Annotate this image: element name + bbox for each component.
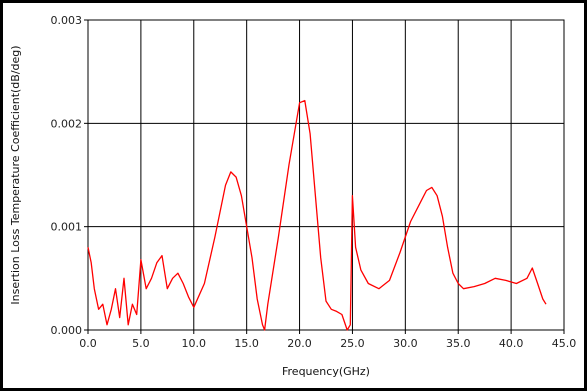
y-tick-label: 0.003 bbox=[51, 14, 83, 27]
x-tick-label: 25.0 bbox=[340, 337, 365, 350]
grid-lines bbox=[88, 20, 564, 330]
y-tick-label: 0.001 bbox=[51, 221, 83, 234]
series-group bbox=[87, 99, 547, 331]
x-axis-ticks: 0.0 5.0 10.0 15.0 20.0 25.0 30.0 35.0 40.0 45.0 bbox=[79, 330, 576, 350]
x-axis-label: Frequency(GHz) bbox=[282, 365, 370, 378]
x-tick-label: 20.0 bbox=[287, 337, 312, 350]
x-tick-label: 35.0 bbox=[446, 337, 471, 350]
x-tick-label: 10.0 bbox=[182, 337, 207, 350]
x-tick-label: 40.0 bbox=[499, 337, 524, 350]
x-tick-label: 5.0 bbox=[132, 337, 150, 350]
series-line-0 bbox=[87, 99, 547, 331]
y-axis-label: Insertion Loss Temperature Coefficient(d… bbox=[9, 45, 22, 304]
x-tick-label: 0.0 bbox=[79, 337, 97, 350]
plot-area bbox=[87, 19, 565, 331]
y-tick-label: 0.000 bbox=[51, 324, 83, 337]
x-tick-label: 45.0 bbox=[552, 337, 577, 350]
y-tick-label: 0.002 bbox=[51, 117, 83, 130]
y-axis-ticks: 0.000 0.001 0.002 0.003 bbox=[51, 14, 88, 337]
x-tick-label: 15.0 bbox=[234, 337, 259, 350]
line-chart: 0.0 5.0 10.0 15.0 20.0 25.0 30.0 35.0 40.0 45.0 0… bbox=[9, 14, 576, 378]
x-tick-label: 30.0 bbox=[393, 337, 418, 350]
